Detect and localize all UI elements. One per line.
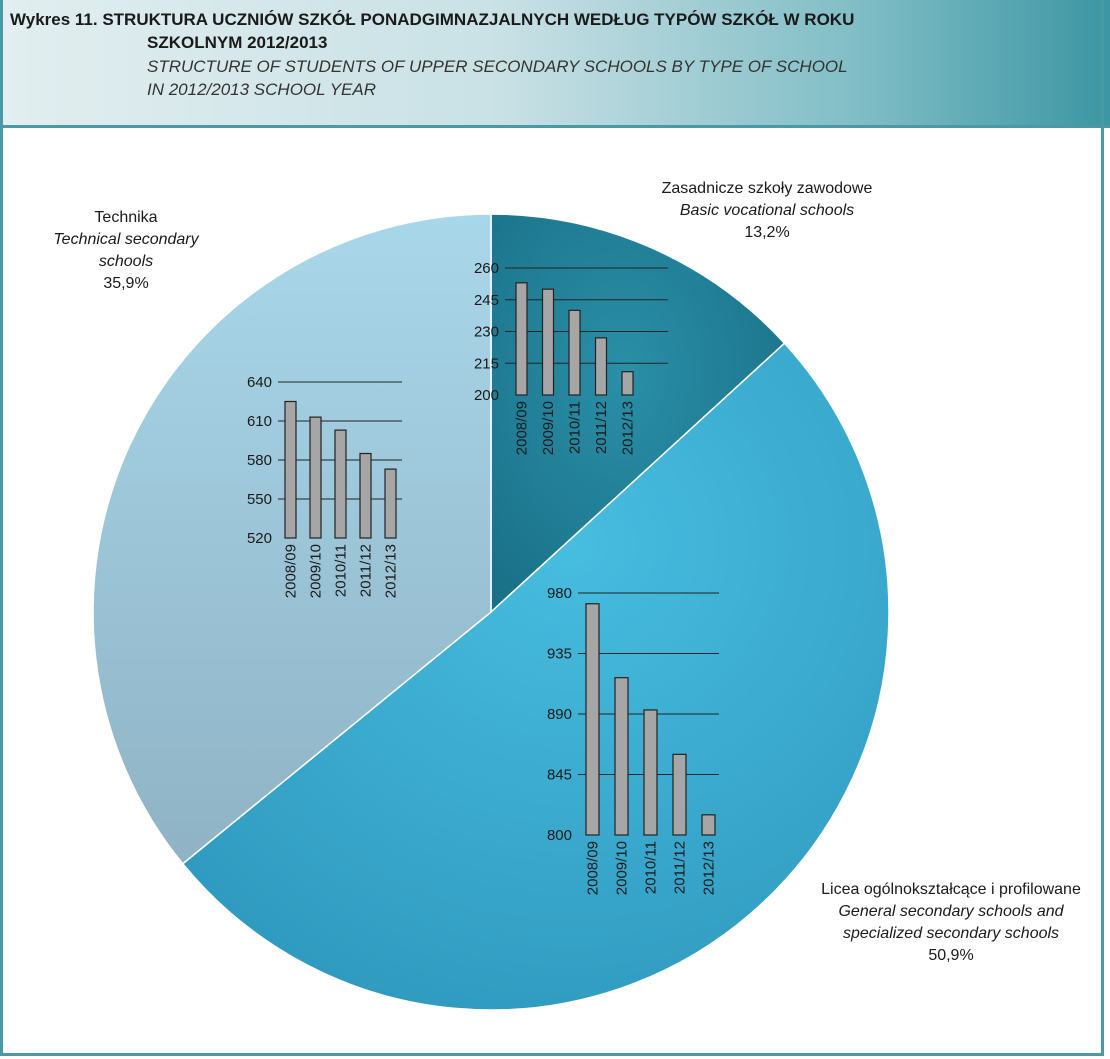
x-tick-general-4: 2011/12 (672, 841, 689, 894)
bar-general-5 (701, 814, 716, 836)
pie-label-en-general-2: specialized secondary schools (843, 925, 1059, 942)
bar-chart-basic: 200 215 230 245 260 2008/09 2009/10 2010/11 2011… (474, 260, 668, 455)
pie-label-pl-general: Licea ogólnokształcące i profilowane (821, 881, 1081, 898)
y-tick-technical-1: 520 (247, 530, 272, 547)
chart-title-pl-line1: Wykres 11. STRUKTURA UCZNIÓW SZKÓŁ PONAD… (10, 10, 855, 29)
x-tick-basic-5: 2012/13 (620, 401, 637, 455)
bar-basic-5 (621, 371, 634, 396)
pie-label-en-basic-1: Basic vocational schools (680, 202, 854, 219)
y-tick-general-2: 845 (547, 767, 572, 784)
pie-label-en-technical-2: schools (99, 253, 153, 270)
x-tick-basic-3: 2010/11 (567, 401, 584, 454)
bar-technical-3 (334, 429, 347, 539)
pie-value-basic: 13,2% (744, 224, 789, 241)
y-tick-general-1: 800 (547, 827, 572, 844)
chart-title-en-line2: IN 2012/2013 SCHOOL YEAR (147, 80, 377, 99)
bar-charts: 200 215 230 245 260 2008/09 2009/10 2010/11 2011… (247, 260, 719, 895)
pie-label-pl-basic: Zasadnicze szkoły zawodowe (662, 180, 873, 197)
y-tick-technical-4: 610 (247, 413, 272, 430)
x-tick-general-5: 2012/13 (701, 841, 718, 895)
bar-technical-1 (284, 400, 297, 539)
bar-technical-5 (384, 468, 397, 539)
y-tick-technical-2: 550 (247, 491, 272, 508)
bar-chart-general: 800 845 890 935 980 2008/09 2009/10 2010/11 2011… (547, 585, 719, 895)
bar-basic-2 (541, 288, 555, 396)
bar-general-2 (614, 677, 629, 836)
y-tick-general-5: 980 (547, 585, 572, 602)
pie-label-pl-technical: Technika (94, 209, 157, 226)
y-tick-basic-1: 200 (474, 387, 499, 404)
bar-basic-1 (515, 282, 528, 396)
y-tick-technical-5: 640 (247, 374, 272, 391)
pie-label-en-technical-1: Technical secondary (53, 231, 199, 248)
x-tick-technical-5: 2012/13 (383, 544, 400, 598)
x-tick-technical-3: 2010/11 (333, 544, 350, 597)
x-tick-basic-4: 2011/12 (593, 401, 610, 454)
pie-labels: Zasadnicze szkoły zawodowe Basic vocation… (53, 180, 1081, 964)
bar-basic-4 (594, 337, 608, 396)
pie-value-technical: 35,9% (103, 275, 148, 292)
x-tick-technical-1: 2008/09 (283, 544, 300, 598)
bar-technical-2 (309, 416, 322, 539)
y-tick-basic-5: 260 (474, 260, 499, 277)
bar-general-1 (585, 603, 600, 836)
pie-label-en-general-1: General secondary schools and (838, 903, 1064, 920)
bar-general-4 (672, 753, 687, 836)
x-tick-general-2: 2009/10 (614, 841, 631, 895)
x-tick-technical-4: 2011/12 (358, 544, 375, 597)
chart-title-en-line1: STRUCTURE OF STUDENTS OF UPPER SECONDARY… (147, 57, 848, 76)
pie-slice-general (181, 342, 890, 1011)
pie-slice-technical (92, 213, 492, 865)
x-tick-technical-2: 2009/10 (308, 544, 325, 598)
y-tick-technical-3: 580 (247, 452, 272, 469)
y-tick-basic-3: 230 (474, 324, 499, 341)
x-tick-basic-1: 2008/09 (514, 401, 531, 455)
y-tick-basic-4: 245 (474, 292, 499, 309)
bar-chart-technical: 520 550 580 610 640 2008/09 2009/10 2010/11 2011… (247, 374, 402, 598)
pie-slice-basic (490, 213, 786, 614)
chart-title-pl-line2: SZKOLNYM 2012/2013 (147, 33, 328, 52)
chart-header: Wykres 11. STRUKTURA UCZNIÓW SZKÓŁ PONAD… (0, 0, 1110, 128)
y-tick-general-4: 935 (547, 646, 572, 663)
bar-technical-4 (359, 452, 372, 539)
bar-basic-3 (568, 309, 581, 396)
x-tick-general-1: 2008/09 (585, 841, 602, 895)
y-tick-basic-2: 215 (474, 355, 499, 372)
y-tick-general-3: 890 (547, 706, 572, 723)
x-tick-general-3: 2010/11 (643, 841, 660, 894)
x-tick-basic-2: 2009/10 (540, 401, 557, 455)
pie-value-general: 50,9% (928, 947, 973, 964)
pie-chart (92, 213, 890, 1011)
bar-general-3 (643, 709, 658, 836)
